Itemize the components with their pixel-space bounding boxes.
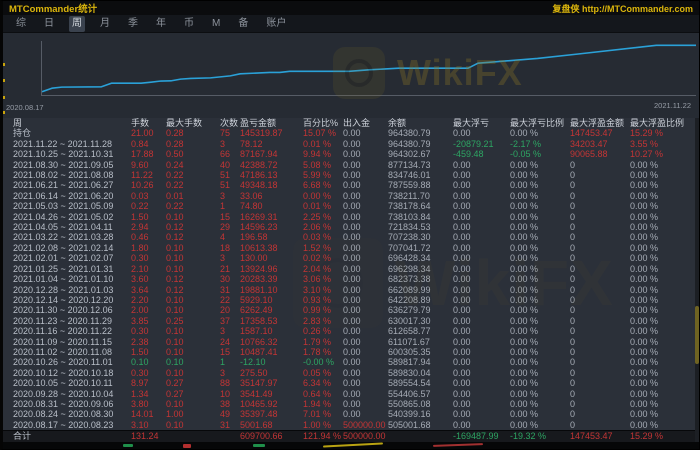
table-row: 2021.05.03 ~ 2021.05.09 0.22 0.22 1 74.80 0.0… xyxy=(13,201,659,212)
table-row: 2020.08.17 ~ 2020.08.23 3.10 0.10 31 5001.68… xyxy=(13,419,659,430)
app-title: MTCommander统计 xyxy=(9,4,98,15)
total-row: 合计 131.24 609700.66 121.94 % 500000.00 -16948… xyxy=(3,430,699,442)
equity-line xyxy=(42,45,696,91)
table-row: 2020.12.14 ~ 2020.12.20 2.20 0.10 22 5929.10… xyxy=(13,294,659,305)
equity-chart: WikiFX 2020.08.17 2021.11.22 xyxy=(3,33,699,118)
tab-币[interactable]: 币 xyxy=(184,17,194,29)
table-row: 2021.08.30 ~ 2021.09.05 9.60 0.24 40 42388.7… xyxy=(13,159,659,170)
vertical-scrollbar[interactable] xyxy=(695,118,699,442)
title-bar: MTCommander统计 复盘侠 http://MTCommander.com xyxy=(3,1,699,15)
table-row: 2021.06.14 ~ 2021.06.20 0.03 0.01 3 33.06 0.0… xyxy=(13,190,659,201)
tab-账户[interactable]: 账户 xyxy=(266,17,287,29)
table-row: 2021.10.25 ~ 2021.10.31 17.88 0.50 66 87167.… xyxy=(13,149,664,160)
table-row: 2021.11.22 ~ 2021.11.28 0.84 0.28 3 78.12 0.0… xyxy=(13,138,659,149)
table-row: 2020.11.09 ~ 2020.11.15 2.38 0.10 24 10766.3… xyxy=(13,336,659,347)
period-tab-bar: 综 日 周 月 季 年 币 M 备 账户 xyxy=(3,15,699,33)
table-row: 2020.11.30 ~ 2020.12.06 2.00 0.10 20 6262.49… xyxy=(13,305,659,316)
table-row: 2021.02.08 ~ 2021.02.14 1.80 0.10 18 10613.3… xyxy=(13,242,659,253)
column-header: 最大浮盈金额 xyxy=(570,118,625,128)
table-row: 2021.04.26 ~ 2021.05.02 1.50 0.10 15 16269.3… xyxy=(13,211,659,222)
table-row: 2021.04.05 ~ 2021.04.11 2.94 0.12 29 14596.2… xyxy=(13,222,659,233)
column-header: 最大浮盈比例 xyxy=(630,118,685,128)
table-row: 2021.08.02 ~ 2021.08.08 11.22 0.22 51 47186.… xyxy=(13,170,659,181)
table-row: 2021.06.21 ~ 2021.06.27 10.26 0.22 51 49348.… xyxy=(13,180,659,191)
table-row: 2020.10.26 ~ 2020.11.01 0.10 0.10 1 -12.10 -0… xyxy=(13,357,659,368)
table-row: 2021.02.01 ~ 2021.02.07 0.30 0.10 3 130.00 0.… xyxy=(13,253,659,264)
table-row: 2020.10.12 ~ 2020.10.18 0.30 0.10 3 275.50 0.… xyxy=(13,367,659,378)
table-header-row: 周 手数 最大手数 次数 盈亏金额 百分比% 出入金 余额 最大浮亏 最大浮亏比例 最大浮盈金额 最大… xyxy=(3,118,699,128)
column-header: 最大手数 xyxy=(166,118,203,128)
tab-备[interactable]: 备 xyxy=(238,17,249,29)
brand-link[interactable]: 复盘侠 http://MTCommander.com xyxy=(552,3,693,14)
column-header: 最大浮亏 xyxy=(453,118,490,128)
weekly-stats-table-area: WikiFX 周手数 最大手数 次数 盈亏金额 百分比% 出入金 余额 最大浮亏 最大浮亏比例最… xyxy=(3,118,699,442)
weekly-stats-table: 周 手数 最大手数 次数 盈亏金额 百分比% 出入金 余额 最大浮亏 最大浮亏比例 最大浮盈金额 最大… xyxy=(3,118,699,442)
scrollbar-thumb[interactable] xyxy=(695,305,699,364)
table-row: 2021.03.22 ~ 2021.03.28 0.46 0.12 4 196.58 0.… xyxy=(13,232,659,243)
column-header: 百分比% xyxy=(303,118,339,128)
column-header: 余额 xyxy=(388,118,407,128)
column-header: 出入金 xyxy=(343,118,371,128)
table-row: 2020.11.02 ~ 2020.11.08 1.50 0.10 15 10487.4… xyxy=(13,346,659,357)
table-row: 2020.12.28 ~ 2021.01.03 3.64 0.12 31 19881.1… xyxy=(13,284,659,295)
tab-综[interactable]: 综 xyxy=(16,17,26,29)
tab-季[interactable]: 季 xyxy=(128,17,138,29)
table-row: 2020.08.24 ~ 2020.08.30 14.01 1.00 49 35397.… xyxy=(13,409,659,420)
column-header: 手数 xyxy=(131,118,150,128)
chart-end-date-label: 2021.11.22 xyxy=(654,101,691,110)
table-row: 持仓 21.00 0.28 75 145319.87 15.07 % 0.00 964380.… xyxy=(13,128,664,139)
table-row: 2021.01.04 ~ 2021.01.10 3.60 0.12 30 20283.3… xyxy=(13,274,659,285)
table-row: 2020.08.31 ~ 2020.09.06 3.80 0.10 38 10465.9… xyxy=(13,398,659,409)
table-row: 2020.11.23 ~ 2020.11.29 3.85 0.25 37 17358.5… xyxy=(13,315,659,326)
bottom-strip xyxy=(3,442,699,449)
chart-start-date-label: 2020.08.17 xyxy=(6,103,44,112)
column-header: 周 xyxy=(13,118,23,128)
table-row: 2021.01.25 ~ 2021.01.31 2.10 0.10 21 13924.9… xyxy=(13,263,659,274)
column-header: 次数 xyxy=(220,118,239,128)
tab-周[interactable]: 周 xyxy=(69,15,85,32)
tab-月[interactable]: 月 xyxy=(100,17,110,29)
equity-curve-svg xyxy=(42,41,696,95)
chart-plot-area xyxy=(41,41,696,96)
column-header: 盈亏金额 xyxy=(240,118,277,128)
table-row: 2020.11.16 ~ 2020.11.22 0.30 0.10 3 1587.10 0… xyxy=(13,326,659,337)
column-header: 最大浮亏比例 xyxy=(510,118,565,128)
tab-M[interactable]: M xyxy=(212,17,221,29)
tab-年[interactable]: 年 xyxy=(156,17,166,29)
table-row: 2020.10.05 ~ 2020.10.11 8.97 0.27 88 35147.9… xyxy=(13,378,659,389)
tab-日[interactable]: 日 xyxy=(44,17,54,29)
table-row: 2020.09.28 ~ 2020.10.04 1.34 0.27 10 3541.49… xyxy=(13,388,659,399)
